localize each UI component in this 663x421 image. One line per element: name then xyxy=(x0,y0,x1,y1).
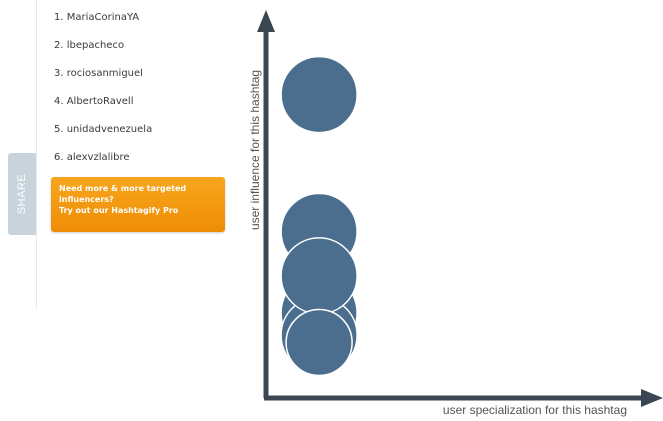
influencer-bubble[interactable] xyxy=(280,55,358,134)
promo-line-3: Try out our Hashtagify Pro xyxy=(59,206,179,215)
promo-line-2: influencers? xyxy=(59,195,114,204)
y-axis-arrow xyxy=(257,10,275,32)
x-axis-arrow xyxy=(641,389,663,407)
promo-line-1: Need more & more targeted xyxy=(59,184,187,193)
influencer-item[interactable]: 6. alexvzlalibre xyxy=(54,152,130,163)
influencer-item[interactable]: 3. rociosanmiguel xyxy=(54,68,143,79)
panel-divider xyxy=(36,0,37,310)
influencer-item[interactable]: 5. unidadvenezuela xyxy=(54,124,153,135)
influencer-item[interactable]: 2. lbepacheco xyxy=(54,40,125,51)
x-axis-label: user specialization for this hashtag xyxy=(443,403,627,417)
share-tab[interactable]: SHARE xyxy=(8,153,36,235)
influencer-item[interactable]: 1. MariaCorinaYA xyxy=(54,12,140,23)
y-axis-label: user influence for this hashtag xyxy=(248,70,262,230)
influencer-bubble[interactable] xyxy=(280,237,358,315)
pro-upgrade-banner[interactable]: Need more & more targeted influencers? T… xyxy=(51,177,225,232)
influencer-list: 1. MariaCorinaYA 2. lbepacheco 3. rocios… xyxy=(54,6,234,174)
influencer-item[interactable]: 4. AlbertoRavell xyxy=(54,96,134,107)
bubble-layer xyxy=(280,55,358,377)
influencer-bubble[interactable] xyxy=(285,308,353,377)
